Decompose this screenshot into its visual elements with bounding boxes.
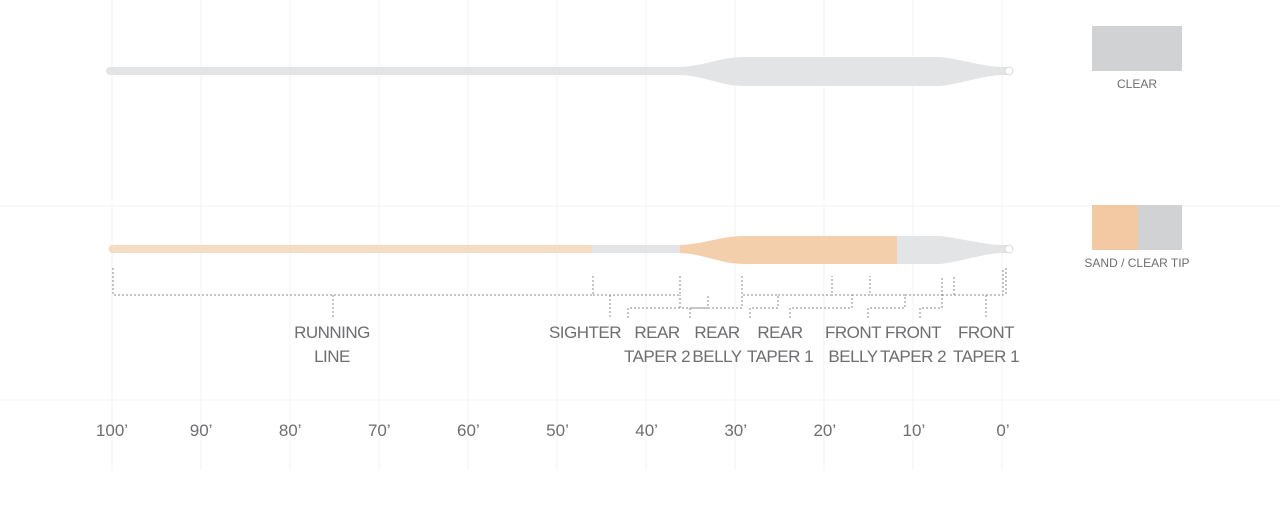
background-grid	[0, 0, 1280, 470]
segment-label: FRONT	[958, 323, 1014, 342]
line-clear	[106, 57, 1014, 86]
swatch-sand	[1092, 205, 1138, 250]
scale-label: 60’	[457, 421, 480, 440]
scale-label: 20’	[813, 421, 836, 440]
segment-label: FRONT	[825, 323, 881, 342]
swatch-clear-tip	[1138, 205, 1182, 250]
swatch-clear	[1092, 26, 1182, 71]
segment-label: LINE	[314, 347, 350, 366]
segment-label: TAPER 2	[880, 347, 946, 366]
line-sand	[108, 236, 1014, 264]
scale-label: 90’	[190, 421, 213, 440]
brackets	[112, 268, 1007, 318]
swatch-label: SAND / CLEAR TIP	[1084, 256, 1189, 270]
scale-label: 80’	[279, 421, 302, 440]
segment-label: REAR	[634, 323, 679, 342]
segment-label: FRONT	[885, 323, 941, 342]
scale-label: 50’	[546, 421, 569, 440]
segment-label: BELLY	[828, 347, 877, 366]
segment-label: REAR	[757, 323, 802, 342]
scale-label: 40’	[635, 421, 658, 440]
segment-label: TAPER 2	[624, 347, 690, 366]
segment-label: RUNNING	[294, 323, 370, 342]
segment-label: REAR	[694, 323, 739, 342]
swatch-label: CLEAR	[1117, 77, 1157, 91]
scale-label: 10’	[903, 421, 926, 440]
segment-label: SIGHTER	[549, 323, 621, 342]
scale-label: 100’	[96, 421, 128, 440]
swatches: CLEAR SAND / CLEAR TIP	[1084, 26, 1190, 270]
scale-label: 70’	[368, 421, 391, 440]
distance-scale: 100’ 90’ 80’ 70’ 60’ 50’ 40’ 30’ 20’ 10’ 0’	[96, 421, 1010, 440]
segment-label: TAPER 1	[747, 347, 813, 366]
segment-label: BELLY	[692, 347, 741, 366]
segment-labels: RUNNING LINE SIGHTER REAR TAPER 2 REAR B…	[294, 323, 1020, 366]
scale-label: 30’	[724, 421, 747, 440]
segment-label: TAPER 1	[953, 347, 1019, 366]
scale-label: 0’	[996, 421, 1009, 440]
